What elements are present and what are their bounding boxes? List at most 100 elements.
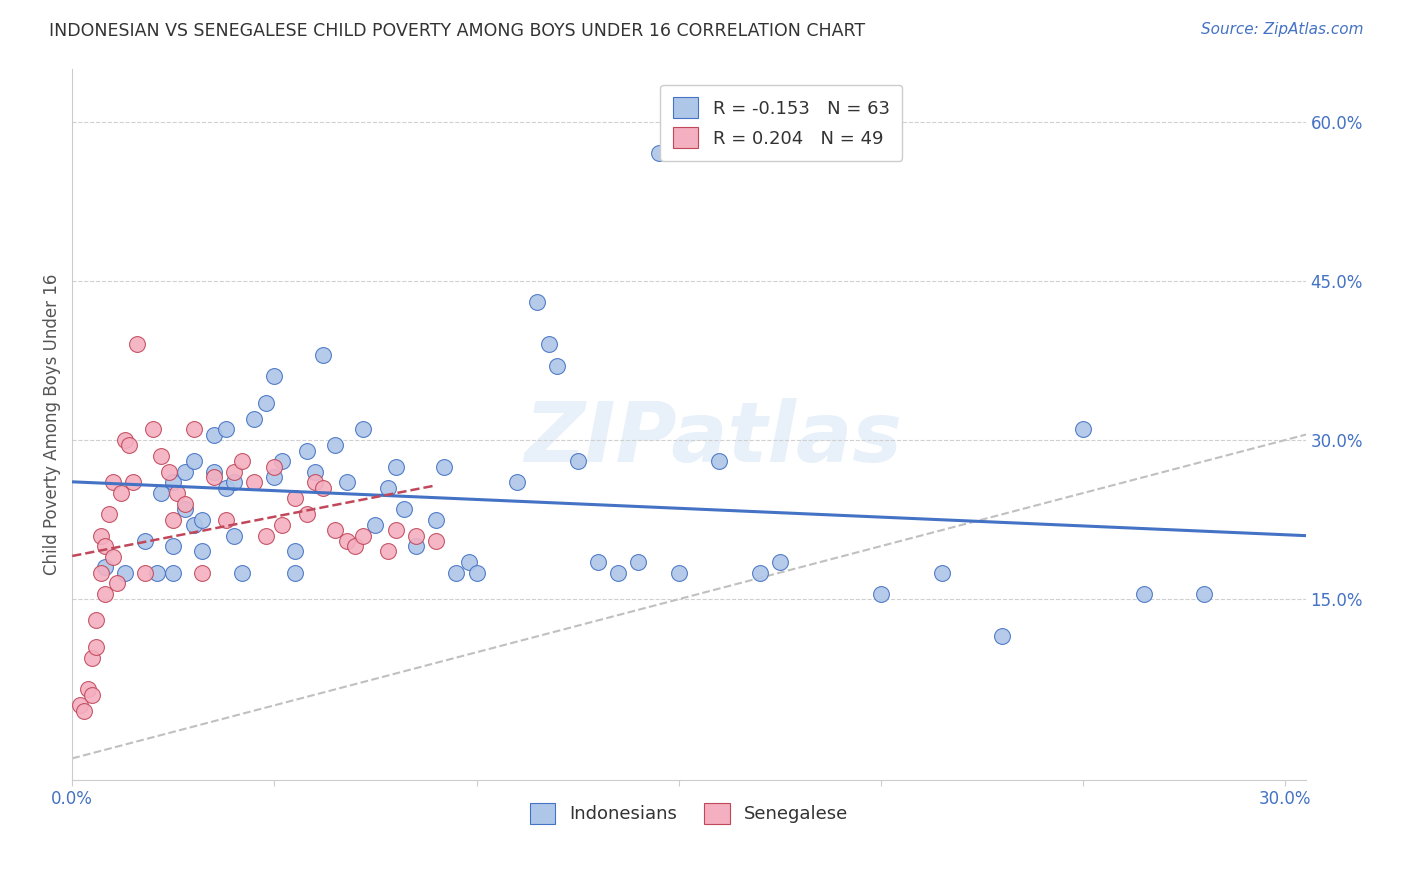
Point	[748, 566, 770, 580]
Point	[323, 523, 346, 537]
Point	[465, 566, 488, 580]
Point	[157, 465, 180, 479]
Point	[73, 704, 96, 718]
Point	[425, 512, 447, 526]
Point	[506, 475, 529, 490]
Point	[668, 566, 690, 580]
Point	[222, 528, 245, 542]
Point	[101, 549, 124, 564]
Point	[271, 517, 294, 532]
Point	[125, 337, 148, 351]
Point	[174, 497, 197, 511]
Point	[105, 576, 128, 591]
Point	[90, 528, 112, 542]
Point	[304, 465, 326, 479]
Point	[769, 555, 792, 569]
Point	[114, 566, 136, 580]
Point	[627, 555, 650, 569]
Point	[352, 528, 374, 542]
Point	[446, 566, 468, 580]
Point	[93, 560, 115, 574]
Point	[931, 566, 953, 580]
Point	[377, 544, 399, 558]
Point	[1132, 587, 1154, 601]
Point	[86, 640, 108, 654]
Point	[97, 508, 120, 522]
Point	[1071, 422, 1094, 436]
Point	[284, 544, 307, 558]
Point	[93, 539, 115, 553]
Point	[231, 454, 253, 468]
Point	[118, 438, 141, 452]
Point	[271, 454, 294, 468]
Point	[263, 369, 285, 384]
Point	[134, 533, 156, 548]
Point	[101, 475, 124, 490]
Point	[457, 555, 479, 569]
Point	[202, 470, 225, 484]
Point	[263, 459, 285, 474]
Point	[162, 512, 184, 526]
Point	[647, 146, 669, 161]
Point	[174, 502, 197, 516]
Text: ZIPatlas: ZIPatlas	[524, 398, 903, 479]
Point	[162, 539, 184, 553]
Point	[263, 470, 285, 484]
Point	[142, 422, 165, 436]
Point	[162, 475, 184, 490]
Point	[323, 438, 346, 452]
Point	[567, 454, 589, 468]
Point	[425, 533, 447, 548]
Point	[150, 449, 173, 463]
Point	[384, 459, 406, 474]
Point	[82, 688, 104, 702]
Point	[295, 508, 318, 522]
Point	[586, 555, 609, 569]
Point	[336, 475, 359, 490]
Y-axis label: Child Poverty Among Boys Under 16: Child Poverty Among Boys Under 16	[44, 273, 60, 574]
Point	[607, 566, 630, 580]
Point	[526, 295, 548, 310]
Point	[312, 481, 335, 495]
Point	[364, 517, 387, 532]
Point	[377, 481, 399, 495]
Point	[93, 587, 115, 601]
Point	[222, 465, 245, 479]
Point	[114, 433, 136, 447]
Point	[1194, 587, 1216, 601]
Point	[82, 650, 104, 665]
Point	[352, 422, 374, 436]
Point	[183, 422, 205, 436]
Point	[295, 443, 318, 458]
Point	[336, 533, 359, 548]
Point	[991, 629, 1014, 643]
Point	[166, 486, 188, 500]
Point	[254, 396, 277, 410]
Point	[243, 411, 266, 425]
Point	[174, 465, 197, 479]
Point	[405, 528, 427, 542]
Point	[231, 566, 253, 580]
Legend: Indonesians, Senegalese: Indonesians, Senegalese	[519, 792, 859, 835]
Text: INDONESIAN VS SENEGALESE CHILD POVERTY AMONG BOYS UNDER 16 CORRELATION CHART: INDONESIAN VS SENEGALESE CHILD POVERTY A…	[49, 22, 865, 40]
Point	[312, 348, 335, 362]
Point	[110, 486, 132, 500]
Point	[870, 587, 893, 601]
Point	[190, 512, 212, 526]
Point	[215, 422, 238, 436]
Point	[202, 427, 225, 442]
Point	[90, 566, 112, 580]
Point	[146, 566, 169, 580]
Point	[405, 539, 427, 553]
Point	[709, 454, 731, 468]
Point	[122, 475, 145, 490]
Point	[202, 465, 225, 479]
Point	[183, 517, 205, 532]
Point	[215, 512, 238, 526]
Point	[392, 502, 415, 516]
Point	[304, 475, 326, 490]
Point	[162, 566, 184, 580]
Point	[77, 682, 100, 697]
Point	[538, 337, 561, 351]
Point	[190, 544, 212, 558]
